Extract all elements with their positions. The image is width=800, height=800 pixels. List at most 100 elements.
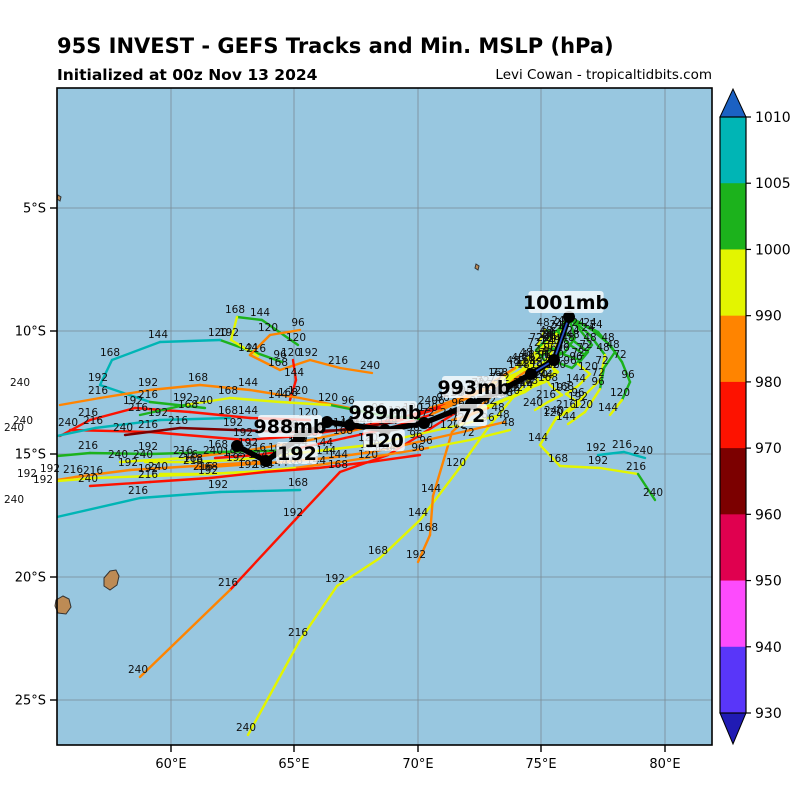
ensemble-track-segment xyxy=(534,348,548,364)
hour-label: 168 xyxy=(516,355,536,367)
ensemble-track-segment xyxy=(88,480,152,488)
mean-track-point xyxy=(260,455,272,467)
hour-label: 144 xyxy=(238,405,258,417)
ensemble-track-segment xyxy=(123,426,182,437)
ensemble-track-segment xyxy=(138,403,187,417)
ensemble-track-segment xyxy=(338,366,374,375)
ensemble-track-segment xyxy=(236,460,284,467)
islet-center xyxy=(474,263,480,271)
hour-label: 192 xyxy=(586,442,606,454)
hour-label: 168 xyxy=(548,453,568,465)
ensemble-track-segment xyxy=(503,360,532,387)
hour-label: 192 xyxy=(238,459,258,471)
ensemble-track-segment xyxy=(178,426,237,432)
ensemble-track-segment xyxy=(513,343,547,370)
x-tick-label: 60°E xyxy=(155,757,186,772)
ensemble-track-segment xyxy=(278,358,312,372)
ensemble-track-segment xyxy=(608,398,624,417)
ensemble-track-segment xyxy=(636,472,657,502)
hour-label: 144 xyxy=(528,345,548,357)
mean-track-label: 993mb xyxy=(437,377,510,399)
ensemble-track-segment xyxy=(428,396,470,417)
map-frame-layer: 60°E 65°E 70°E 75°E 80°E 5°S 10°S 15°S 20°S 25°S xyxy=(15,87,713,772)
mean-track-label: 192 xyxy=(277,443,317,465)
ensemble-track-segment xyxy=(57,476,97,483)
ensemble-track-segment xyxy=(488,393,517,427)
mean-track-point xyxy=(563,311,575,323)
ensemble-track-segment xyxy=(326,450,374,460)
hour-label: 48 xyxy=(606,339,619,351)
y-tick-label: 10°S xyxy=(15,325,46,340)
hour-label: 96 xyxy=(411,442,425,454)
ensemble-track-segment xyxy=(496,393,517,404)
hour-label: 168 xyxy=(288,477,308,489)
hour-label: 144 xyxy=(421,483,441,495)
ensemble-track-segment xyxy=(93,418,162,430)
page-title: 95S INVEST - GEFS Tracks and Min. MSLP (… xyxy=(57,34,614,58)
ensemble-track-segment xyxy=(590,328,612,347)
mean-label-bg xyxy=(276,442,318,464)
hour-label: 120 xyxy=(573,399,593,411)
hour-label: 96 xyxy=(431,395,445,407)
hour-label: 192 xyxy=(138,441,158,453)
y-tick-label: 5°S xyxy=(23,202,46,217)
hour-label: 72 xyxy=(461,427,474,439)
hour-label: 120 xyxy=(318,392,338,404)
ensemble-track-segment xyxy=(596,450,626,457)
hour-label: 48 xyxy=(536,317,549,329)
hour-label: 240 xyxy=(643,487,663,499)
ensemble-track-segment xyxy=(128,464,197,472)
hour-label: 216 xyxy=(168,415,188,427)
hour-label: 24 xyxy=(566,325,580,337)
hour-label: 144 xyxy=(508,359,528,371)
hour-label: 240 xyxy=(78,473,98,485)
ensemble-track-segment xyxy=(228,518,297,592)
hour-label: 216 xyxy=(128,402,148,414)
colorbar-tick-label: 940 xyxy=(755,640,782,656)
ensemble-track-segment xyxy=(193,460,262,468)
ensemble-track-segment xyxy=(246,638,302,737)
hour-label: 216 xyxy=(138,469,158,481)
hour-label: 192 xyxy=(123,395,143,407)
hour-label: 192 xyxy=(138,463,158,475)
hour-label: 216 xyxy=(246,343,266,355)
hour-label: 192 xyxy=(219,327,239,339)
hour-label: 120 xyxy=(418,402,438,414)
ensemble-track-segment xyxy=(554,410,570,420)
hour-label: 96 xyxy=(569,351,583,363)
ensemble-track-segment xyxy=(138,588,232,679)
ensemble-track-segment xyxy=(263,466,320,474)
x-tick-label: 75°E xyxy=(525,757,556,772)
ensemble-track-segment xyxy=(148,476,212,484)
ensemble-track-segment xyxy=(620,360,632,384)
hour-label: 144 xyxy=(598,402,618,414)
hour-label: 144 xyxy=(556,411,576,423)
colorbar-segment xyxy=(720,183,746,250)
hour-label: 216 xyxy=(128,485,148,497)
hour-label: 144 xyxy=(566,373,586,385)
ensemble-track-segment xyxy=(229,338,260,358)
ensemble-track-segment xyxy=(578,328,594,347)
hour-label: 216 xyxy=(178,449,198,461)
hour-label: 168 xyxy=(368,545,388,557)
ensemble-track-segment xyxy=(235,315,264,322)
hour-label: 192 xyxy=(208,479,228,491)
hour-label: 192 xyxy=(226,452,246,464)
y-tick-label: 20°S xyxy=(15,571,46,586)
mean-track-label: 989mb xyxy=(348,402,421,424)
hour-label: 216 xyxy=(138,419,158,431)
ensemble-track-segment xyxy=(598,366,606,391)
hour-label: 48 xyxy=(539,325,552,337)
hour-label: 24 xyxy=(536,332,550,344)
hour-label: 72 xyxy=(579,339,592,351)
ensemble-track-segment xyxy=(538,370,557,384)
ensemble-track-segment xyxy=(148,450,222,456)
mean-track-point xyxy=(548,354,560,366)
ensemble-track-segment xyxy=(57,496,142,519)
hour-label-outside: 192 xyxy=(40,463,60,475)
hour-label: 144 xyxy=(238,377,258,389)
hour-label: 48 xyxy=(506,355,519,367)
hour-label-outside: 240 xyxy=(4,422,24,434)
